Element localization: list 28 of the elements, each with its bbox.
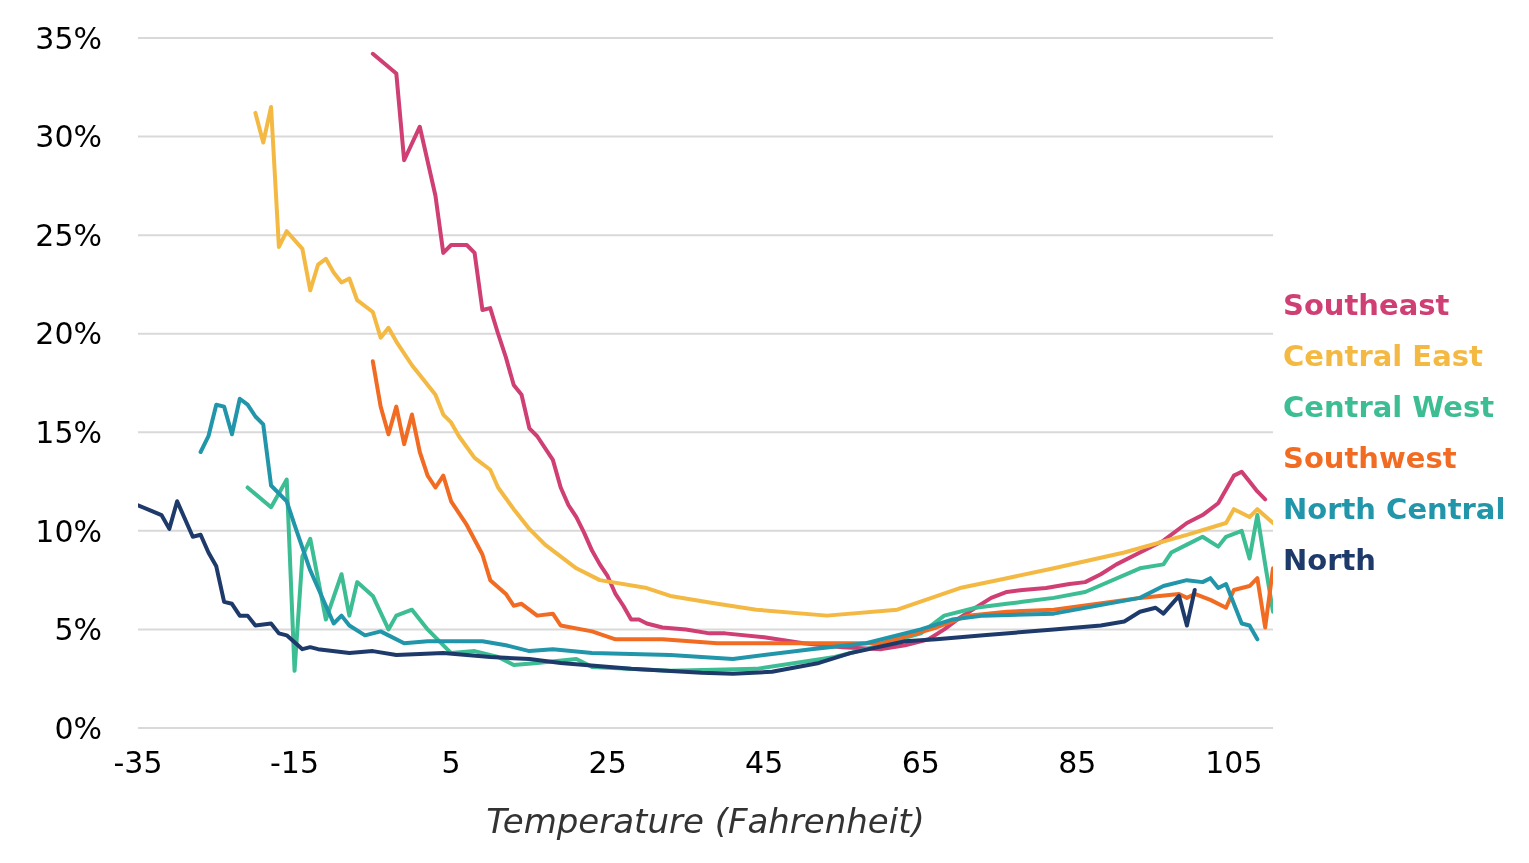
x-axis-title: Temperature (Fahrenheit) bbox=[486, 801, 925, 841]
text: Central West bbox=[1283, 389, 1496, 426]
text: North Central bbox=[1283, 491, 1507, 528]
text: Southwest bbox=[1283, 440, 1458, 477]
x-tick-label: -35 bbox=[113, 745, 163, 781]
y-tick-label: 25% bbox=[35, 217, 102, 253]
y-tick-label: 0% bbox=[54, 710, 102, 746]
y-tick-label: 30% bbox=[35, 119, 102, 155]
text: Southeast bbox=[1283, 287, 1451, 324]
x-tick-label: 5 bbox=[441, 745, 461, 781]
x-tick-label: 45 bbox=[745, 745, 784, 781]
line-series bbox=[138, 499, 1197, 676]
y-tick-label: 10% bbox=[35, 513, 102, 549]
text: Central East bbox=[1283, 338, 1484, 375]
line-series bbox=[370, 51, 1268, 652]
y-tick-label: 35% bbox=[35, 20, 102, 56]
x-tick-label: 85 bbox=[1058, 745, 1097, 781]
x-tick-label: 25 bbox=[588, 745, 627, 781]
line-series bbox=[370, 359, 1273, 646]
y-tick-label: 15% bbox=[35, 414, 102, 450]
x-tick-label: -15 bbox=[270, 745, 320, 781]
y-tick-label: 5% bbox=[54, 612, 102, 648]
x-tick-label: 105 bbox=[1205, 745, 1263, 781]
line-series bbox=[198, 396, 1260, 661]
y-tick-label: 20% bbox=[35, 316, 102, 352]
text: North bbox=[1283, 542, 1377, 579]
x-tick-label: 65 bbox=[901, 745, 940, 781]
line-series bbox=[253, 105, 1273, 618]
